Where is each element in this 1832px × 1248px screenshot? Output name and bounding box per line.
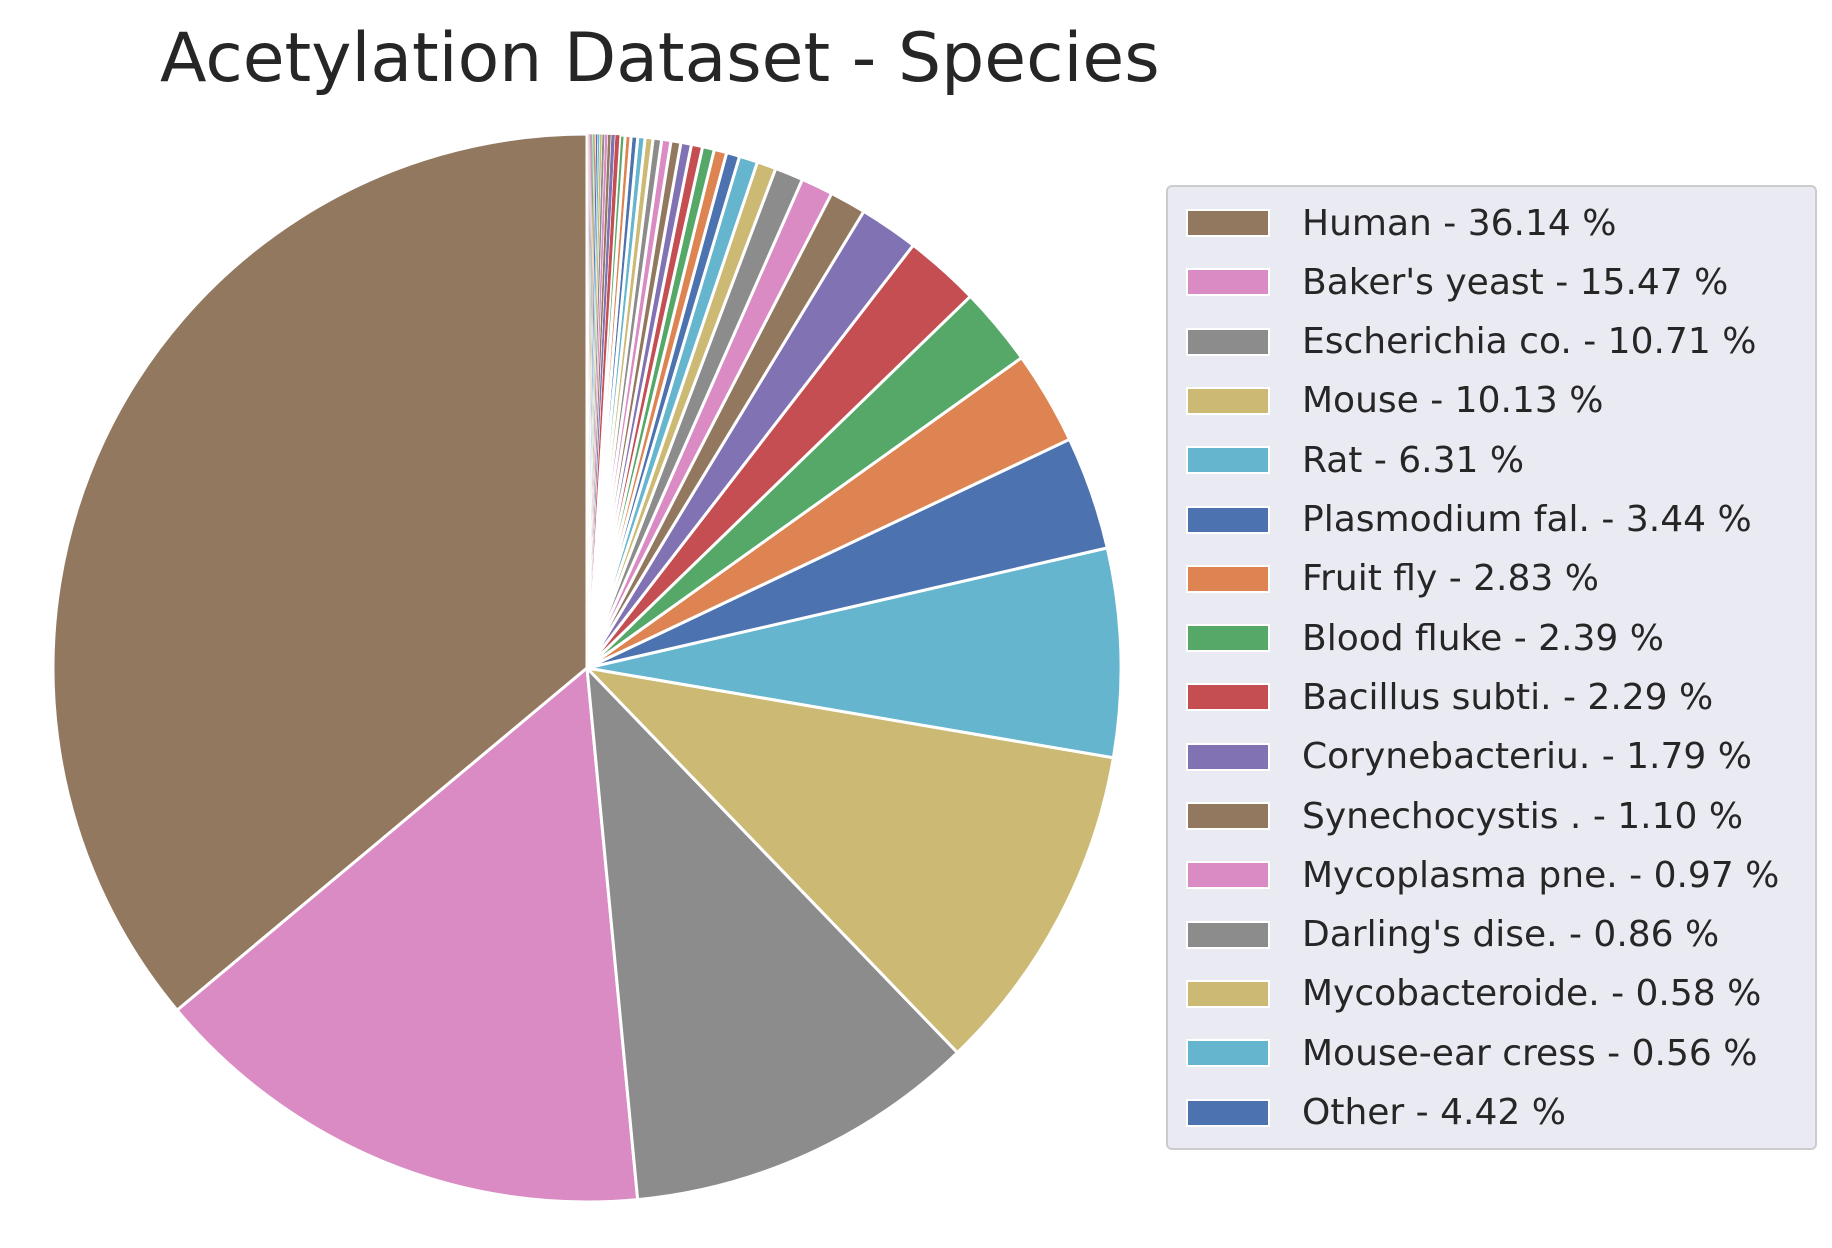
legend-swatch — [1186, 979, 1270, 1008]
chart-title: Acetylation Dataset - Species — [160, 19, 1160, 98]
pie-slice-1 — [51, 132, 589, 1012]
pie-slice-2 — [175, 666, 640, 1204]
legend-label: Corynebacteriu. - 1.79 % — [1302, 736, 1752, 778]
legend-item: Other - 4.42 % — [1186, 1092, 1566, 1133]
legend: Human - 36.14 % Baker's yeast - 15.47 % Es… — [1166, 185, 1817, 1150]
legend-label: Mycoplasma pne. - 0.97 % — [1302, 854, 1780, 896]
legend-item: Baker's yeast - 15.47 % — [1186, 261, 1729, 303]
legend-swatch — [1186, 327, 1270, 356]
pie-slice-other-28 — [586, 133, 588, 669]
legend-label: Bacillus subti. - 2.29 % — [1302, 676, 1714, 718]
legend-swatch — [1186, 624, 1270, 653]
legend-swatch — [1186, 861, 1270, 890]
legend-label: Baker's yeast - 15.47 % — [1302, 261, 1729, 303]
legend-swatch — [1186, 683, 1270, 712]
legend-label: Mouse - 10.13 % — [1302, 380, 1604, 422]
legend-swatch — [1186, 268, 1270, 297]
legend-label: Mycobacteroide. - 0.58 % — [1302, 973, 1762, 1015]
legend-item: Darling's dise. - 0.86 % — [1186, 914, 1720, 956]
legend-swatch — [1186, 742, 1270, 771]
legend-label: Blood fluke - 2.39 % — [1302, 617, 1664, 659]
legend-label: Mouse-ear cress - 0.56 % — [1302, 1032, 1758, 1074]
legend-label: Darling's dise. - 0.86 % — [1302, 914, 1720, 956]
legend-item: Bacillus subti. - 2.29 % — [1186, 676, 1714, 718]
legend-item: Escherichia co. - 10.71 % — [1186, 321, 1757, 363]
legend-item: Human - 36.14 % — [1186, 202, 1617, 244]
legend-item: Fruit fly - 2.83 % — [1186, 558, 1599, 600]
pie-slice-4 — [585, 666, 1115, 1055]
pie-slice-3 — [585, 666, 959, 1202]
legend-swatch — [1186, 386, 1270, 415]
legend-swatch — [1186, 505, 1270, 534]
legend-label: Other - 4.42 % — [1302, 1092, 1566, 1133]
legend-item: Corynebacteriu. - 1.79 % — [1186, 736, 1752, 778]
legend-swatch — [1186, 1039, 1270, 1068]
legend-swatch — [1186, 802, 1270, 830]
legend-swatch — [1186, 209, 1270, 237]
legend-item: Mycobacteroide. - 0.58 % — [1186, 973, 1762, 1015]
legend-label: Fruit fly - 2.83 % — [1302, 558, 1599, 600]
legend-item: Plasmodium fal. - 3.44 % — [1186, 499, 1752, 540]
legend-swatch — [1186, 446, 1270, 475]
legend-item: Mycoplasma pne. - 0.97 % — [1186, 854, 1780, 896]
legend-item: Synechocystis . - 1.10 % — [1186, 795, 1744, 837]
legend-label: Plasmodium fal. - 3.44 % — [1302, 499, 1752, 540]
legend-item: Mouse - 10.13 % — [1186, 380, 1604, 422]
legend-label: Human - 36.14 % — [1302, 202, 1617, 244]
legend-item: Mouse-ear cress - 0.56 % — [1186, 1032, 1758, 1074]
legend-item: Rat - 6.31 % — [1186, 439, 1525, 481]
pie-slice-5 — [585, 546, 1123, 760]
legend-swatch — [1186, 564, 1270, 593]
legend-label: Synechocystis . - 1.10 % — [1302, 795, 1744, 837]
legend-swatch — [1186, 1098, 1270, 1127]
legend-swatch — [1186, 920, 1270, 949]
legend-label: Rat - 6.31 % — [1302, 439, 1525, 481]
legend-item: Blood fluke - 2.39 % — [1186, 617, 1664, 659]
legend-label: Escherichia co. - 10.71 % — [1302, 321, 1757, 363]
